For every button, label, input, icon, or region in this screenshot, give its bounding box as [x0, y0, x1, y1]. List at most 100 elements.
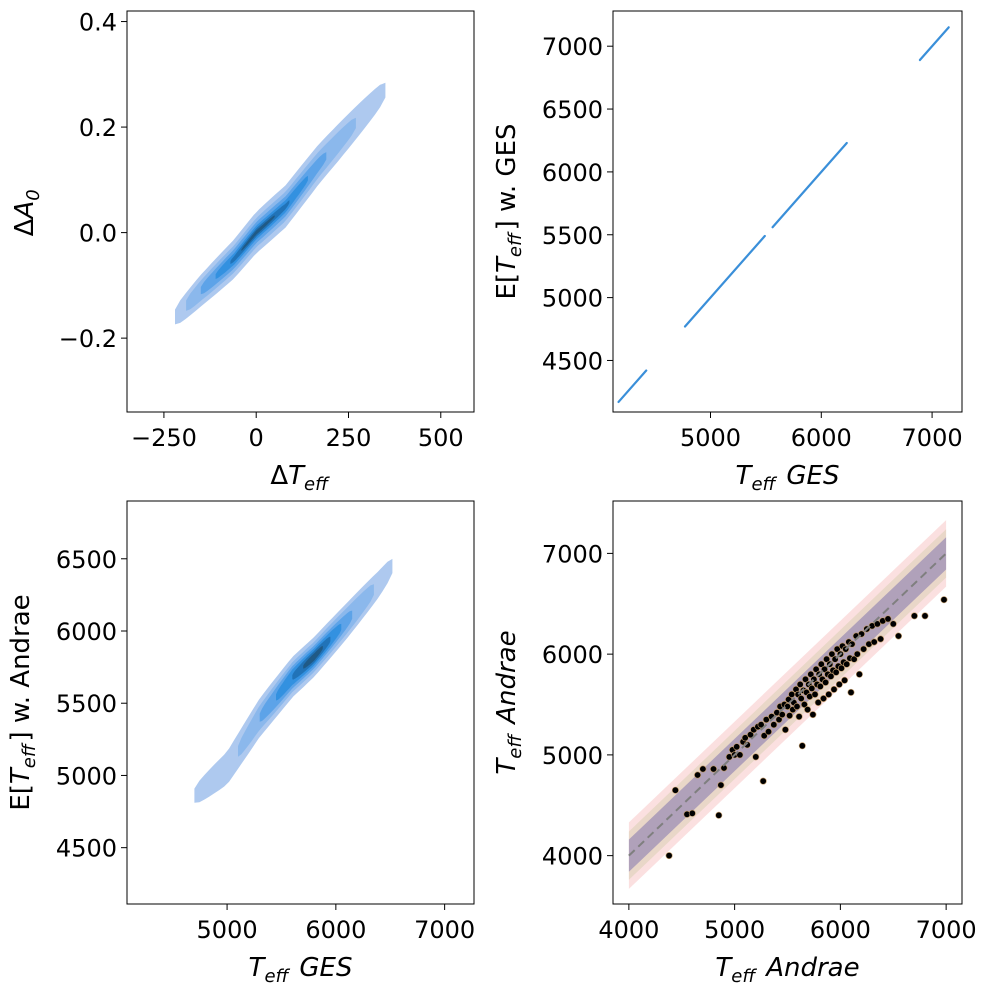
y-tick-label: 5000 — [542, 285, 603, 313]
panel-delta-a0-vs-delta-teff: −250 0 250 500 −0.2 0.0 0.2 0.4 ΔTeff ΔA0 — [10, 9, 475, 495]
x-tick-label: 250 — [326, 424, 372, 452]
scatter-point — [796, 680, 804, 688]
scatter-point — [809, 711, 817, 719]
panel-expected-teff-andrae: 5000 6000 7000 4500 5000 5500 6000 6500 Teff GES… — [6, 500, 475, 987]
x-tick-label: 5000 — [197, 916, 258, 944]
y-tick-label: −0.2 — [59, 325, 117, 353]
x-tick-label: 500 — [418, 424, 464, 452]
scatter-point — [828, 650, 836, 658]
density-segment-3 — [771, 141, 848, 229]
density-segment-1 — [617, 369, 648, 404]
scatter-point — [671, 786, 679, 794]
y-tick-label: 7000 — [542, 540, 603, 568]
y-tick-label: 7000 — [542, 33, 603, 61]
scatter-point — [940, 596, 948, 604]
y-tick-label: 5500 — [56, 690, 117, 718]
y-tick-label: 4500 — [542, 347, 603, 375]
scatter-point — [822, 678, 830, 686]
scatter-point — [910, 612, 918, 620]
x-tick-label: 7000 — [902, 424, 963, 452]
y-tick-label: 0.2 — [79, 114, 117, 142]
density-contour-level-6 — [303, 646, 323, 669]
density-segment-2 — [683, 234, 766, 328]
x-tick-label: 6000 — [305, 916, 366, 944]
x-tick-label: −250 — [131, 424, 197, 452]
identity-line — [628, 552, 947, 857]
y-tick-label: 4000 — [542, 843, 603, 871]
x-tick-label: 6000 — [810, 916, 871, 944]
scatter-point — [889, 620, 897, 628]
scatter-point — [835, 680, 843, 688]
scatter-point — [816, 682, 824, 690]
scatter-point — [781, 726, 789, 734]
scatter-point — [801, 675, 809, 683]
axes-frame — [612, 500, 963, 905]
scatter-point — [798, 742, 806, 750]
scatter-point — [793, 702, 801, 710]
scatter-point — [832, 668, 840, 676]
y-tick-label: 5000 — [542, 742, 603, 770]
scatter-point — [764, 728, 772, 736]
y-tick-label: 0.4 — [79, 9, 117, 37]
scatter-point — [847, 688, 855, 696]
scatter-point — [823, 655, 831, 663]
x-tick-label: 5000 — [704, 916, 765, 944]
axes-frame — [126, 10, 475, 413]
density-contour-level-6 — [241, 215, 275, 251]
y-tick-label: 5500 — [542, 222, 603, 250]
scatter-point — [800, 700, 808, 708]
panel-teff-andrae-vs-ges-scatter: 4000 5000 6000 7000 4000 5000 6000 7000 Teff And… — [492, 500, 977, 987]
scatter-point — [884, 615, 892, 623]
scatter-point — [775, 716, 783, 724]
x-tick-label: 7000 — [414, 916, 475, 944]
scatter-point — [855, 670, 863, 678]
axes-frame — [612, 10, 963, 413]
scatter-point — [757, 721, 765, 729]
x-axis-label: Teff Andrae — [715, 953, 859, 987]
y-tick-label: 6000 — [542, 159, 603, 187]
y-axis-label: E[Teff ] w. Andrae — [6, 594, 40, 810]
scatter-point — [833, 645, 841, 653]
scatter-point — [715, 811, 723, 819]
scatter-point — [699, 765, 707, 773]
x-axis-label: Teff GES — [736, 461, 840, 495]
scatter-point — [760, 732, 768, 740]
scatter-point — [841, 676, 849, 684]
y-axis-label: ΔA0 — [10, 187, 44, 237]
y-tick-label: 6000 — [56, 618, 117, 646]
scatter-point — [804, 706, 812, 714]
scatter-point — [786, 712, 794, 720]
scatter-point — [843, 660, 851, 668]
scatter-point — [709, 765, 717, 773]
y-tick-label: 6500 — [56, 546, 117, 574]
scatter-point — [819, 694, 827, 702]
y-axis-label: Teff Andrae — [492, 630, 526, 774]
scatter-point — [837, 664, 845, 672]
scatter-point — [733, 743, 741, 751]
y-axis-label: E[Teff ] w. GES — [492, 123, 526, 299]
scatter-point — [877, 635, 885, 643]
scatter-point — [797, 694, 805, 702]
scatter-point — [759, 777, 767, 785]
scatter-point — [817, 660, 825, 668]
scatter-point — [717, 781, 725, 789]
scatter-point — [853, 650, 861, 658]
scatter-point — [694, 771, 702, 779]
axes-frame — [126, 500, 475, 905]
scatter-point — [688, 809, 696, 817]
scatter-point — [741, 734, 749, 742]
scatter-point — [795, 713, 803, 721]
x-tick-label: 4000 — [598, 916, 659, 944]
scatter-point — [807, 670, 815, 678]
scatter-point — [870, 638, 878, 646]
scatter-point — [778, 711, 786, 719]
scatter-point — [752, 753, 760, 761]
y-tick-label: 4500 — [56, 835, 117, 863]
y-tick-label: 6500 — [542, 96, 603, 124]
scatter-point — [830, 685, 838, 693]
x-axis-label: Teff GES — [249, 953, 353, 987]
scatter-point — [814, 698, 822, 706]
scatter-point — [860, 645, 868, 653]
y-tick-label: 0.0 — [79, 220, 117, 248]
x-tick-label: 5000 — [680, 424, 741, 452]
